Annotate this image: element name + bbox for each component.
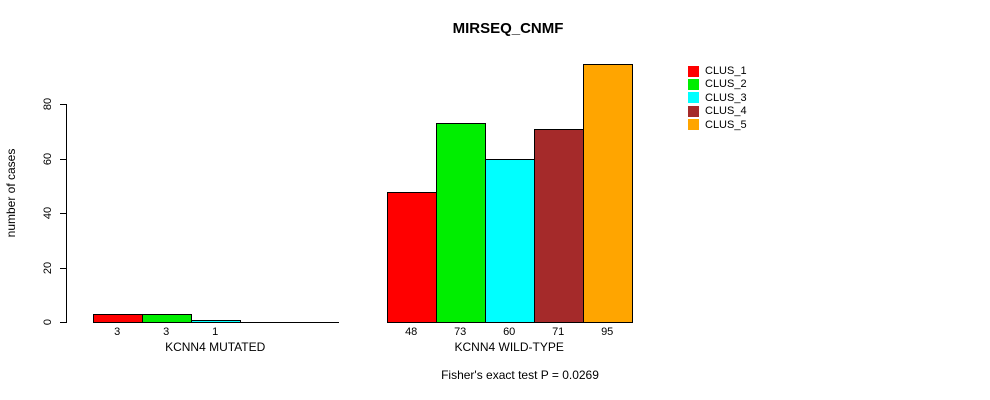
fisher-test-caption: Fisher's exact test P = 0.0269 — [441, 368, 599, 382]
bar-kcnn4-wild-type-clus-4 — [533, 128, 584, 324]
y-axis-tick — [59, 104, 66, 106]
bar-kcnn4-mutated-clus-3 — [190, 319, 241, 324]
y-axis-tick — [59, 267, 66, 269]
y-axis-tick-label: 60 — [42, 152, 54, 165]
legend-swatch-clus-3 — [688, 92, 699, 104]
bar-value-label: 60 — [503, 326, 516, 339]
legend-label-clus-4: CLUS_4 — [705, 105, 747, 118]
bar-kcnn4-mutated-clus-2 — [141, 314, 192, 324]
bar-value-label: 71 — [552, 326, 565, 339]
bar-value-label: 95 — [601, 326, 614, 339]
bar-kcnn4-wild-type-clus-2 — [435, 123, 486, 324]
legend-label-clus-2: CLUS_2 — [705, 78, 747, 91]
y-axis-tick — [59, 158, 66, 160]
bar-value-label: 1 — [212, 326, 219, 339]
bar-value-label: 73 — [454, 326, 467, 339]
bar-kcnn4-wild-type-clus-1 — [386, 191, 437, 324]
legend-label-clus-1: CLUS_1 — [705, 65, 747, 77]
y-axis-tick-label: 80 — [42, 98, 54, 111]
legend-item: CLUS_2 — [688, 78, 747, 90]
y-axis-tick — [59, 322, 66, 324]
y-axis-tick — [59, 213, 66, 215]
legend-item: CLUS_3 — [688, 92, 747, 104]
y-axis-tick-label: 40 — [42, 207, 54, 220]
legend-item: CLUS_4 — [688, 105, 747, 117]
legend-swatch-clus-5 — [688, 119, 699, 131]
chart-title: MIRSEQ_CNMF — [452, 20, 564, 37]
legend-swatch-clus-4 — [688, 105, 699, 117]
legend-item: CLUS_5 — [688, 119, 747, 131]
legend-label-clus-3: CLUS_3 — [705, 91, 747, 104]
y-axis-line — [65, 104, 67, 106]
y-axis-label: number of cases — [4, 148, 18, 238]
legend-item: CLUS_1 — [688, 65, 747, 77]
y-axis-tick-label: 0 — [42, 319, 54, 326]
y-axis-line — [65, 104, 67, 324]
bar-kcnn4-wild-type-clus-5 — [582, 63, 633, 324]
legend-label-clus-5: CLUS_5 — [705, 118, 747, 131]
bar-kcnn4-wild-type-clus-3 — [484, 158, 535, 324]
bar-value-label: 48 — [405, 326, 418, 339]
group-label-kcnn4-mutated: KCNN4 MUTATED — [165, 340, 266, 354]
legend-swatch-clus-2 — [688, 78, 699, 90]
bar-value-label: 3 — [114, 326, 121, 339]
bar-kcnn4-mutated-clus-1 — [92, 314, 143, 324]
legend-swatch-clus-1 — [688, 65, 699, 77]
group-label-kcnn4-wild-type: KCNN4 WILD-TYPE — [454, 340, 564, 354]
y-axis-tick-label: 20 — [42, 261, 54, 274]
bar-value-label: 3 — [163, 326, 170, 339]
